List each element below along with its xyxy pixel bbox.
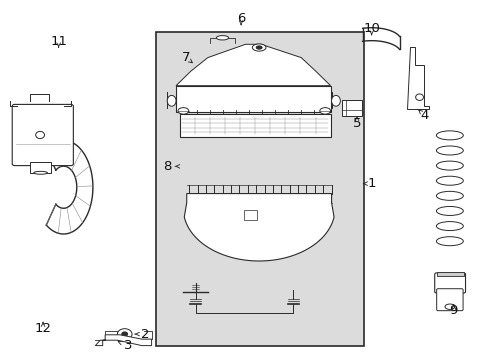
Ellipse shape: [122, 332, 127, 336]
Text: 5: 5: [352, 117, 361, 130]
Ellipse shape: [36, 131, 44, 139]
Text: 12: 12: [35, 322, 51, 335]
Polygon shape: [184, 194, 333, 261]
Bar: [244, 210, 256, 220]
Ellipse shape: [415, 94, 423, 100]
Ellipse shape: [178, 108, 188, 114]
Text: 11: 11: [50, 35, 67, 48]
Text: 1: 1: [366, 177, 375, 190]
Ellipse shape: [436, 176, 463, 185]
Ellipse shape: [331, 95, 340, 106]
Polygon shape: [95, 335, 151, 346]
Text: 4: 4: [419, 109, 428, 122]
FancyBboxPatch shape: [434, 273, 465, 293]
Ellipse shape: [436, 237, 463, 246]
Ellipse shape: [436, 192, 463, 200]
Bar: [342, 100, 361, 116]
Ellipse shape: [436, 146, 463, 155]
Polygon shape: [176, 44, 330, 86]
Ellipse shape: [252, 44, 265, 51]
Text: 7: 7: [181, 51, 190, 64]
Polygon shape: [406, 47, 428, 109]
Text: 2: 2: [141, 328, 150, 341]
Bar: [436, 272, 463, 276]
Ellipse shape: [436, 131, 463, 140]
Ellipse shape: [436, 161, 463, 170]
Bar: [30, 162, 51, 173]
Bar: [156, 32, 364, 346]
Ellipse shape: [216, 36, 228, 40]
Text: 8: 8: [163, 160, 171, 173]
Bar: [176, 86, 330, 112]
Ellipse shape: [444, 304, 454, 310]
Ellipse shape: [319, 108, 330, 114]
Ellipse shape: [256, 46, 262, 49]
Text: 3: 3: [123, 339, 132, 352]
Ellipse shape: [436, 222, 463, 231]
Ellipse shape: [117, 329, 132, 339]
Ellipse shape: [436, 207, 463, 215]
Ellipse shape: [34, 171, 47, 174]
FancyBboxPatch shape: [436, 289, 462, 311]
Text: 9: 9: [448, 304, 457, 317]
Text: 6: 6: [236, 12, 245, 25]
FancyBboxPatch shape: [12, 104, 73, 166]
Text: 10: 10: [363, 22, 379, 35]
Bar: [180, 114, 330, 137]
Ellipse shape: [167, 95, 176, 106]
